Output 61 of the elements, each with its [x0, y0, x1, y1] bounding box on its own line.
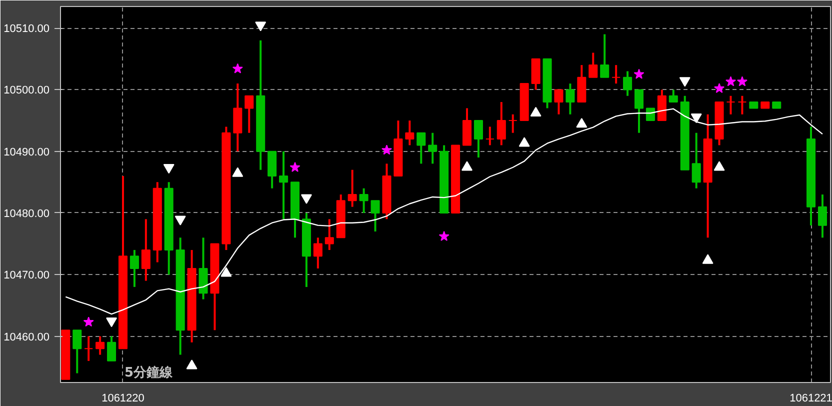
candlestick	[130, 248, 139, 288]
candlestick	[726, 94, 736, 116]
candlestick	[668, 88, 678, 104]
point	[736, 76, 748, 86]
candlestick	[818, 194, 827, 239]
candlestick	[279, 150, 288, 220]
candlestick	[72, 329, 82, 374]
point	[438, 230, 450, 241]
point	[576, 118, 588, 128]
point	[290, 162, 300, 172]
y-tick-label: 10470.00	[4, 270, 50, 282]
x-tick-label: 1061221	[790, 392, 832, 404]
point	[381, 144, 392, 155]
point	[530, 106, 542, 117]
candlestick	[370, 200, 380, 232]
annotation: 5分鐘線	[124, 366, 174, 380]
point	[232, 63, 243, 74]
candlestick	[141, 218, 150, 282]
y-tick-label: 10460.00	[4, 331, 50, 344]
candlestick	[485, 126, 494, 146]
candlestick	[348, 168, 357, 208]
x-tick-label: 1061220	[102, 392, 144, 404]
point	[634, 68, 644, 79]
point	[232, 167, 244, 177]
y-tick-label: 10500.00	[4, 84, 50, 97]
candlestick	[405, 120, 414, 146]
point	[725, 76, 736, 86]
candlestick	[623, 70, 632, 97]
candlestick	[96, 335, 105, 356]
point	[518, 137, 530, 147]
point	[714, 161, 725, 171]
point	[702, 254, 714, 264]
candlestick	[566, 82, 575, 116]
candlestick	[324, 218, 334, 251]
point	[220, 267, 232, 277]
y-tick-label: 10480.00	[4, 208, 50, 220]
candlestick	[428, 132, 438, 165]
point	[83, 316, 94, 327]
candlestick	[107, 335, 116, 362]
candlestick	[416, 132, 426, 165]
candlestick	[646, 108, 655, 122]
candlestick	[692, 132, 701, 190]
point	[462, 161, 472, 171]
candlestick	[496, 101, 506, 146]
candlestick	[244, 94, 254, 134]
y-tick-label: 10510.00	[4, 23, 50, 36]
candlestick	[738, 94, 747, 116]
point	[186, 360, 198, 370]
candlestick	[600, 33, 610, 78]
candlestick	[508, 113, 518, 134]
line-series	[65, 108, 824, 315]
candlestick	[359, 187, 368, 214]
candlestick	[554, 88, 564, 116]
candlestick	[84, 335, 94, 362]
y-tick-label: 10490.00	[4, 146, 50, 158]
candlestick	[588, 52, 598, 78]
candlestick	[313, 236, 322, 270]
candlestick	[634, 88, 644, 134]
candlestick	[612, 64, 621, 85]
point	[714, 82, 725, 94]
candlestick	[474, 120, 483, 159]
